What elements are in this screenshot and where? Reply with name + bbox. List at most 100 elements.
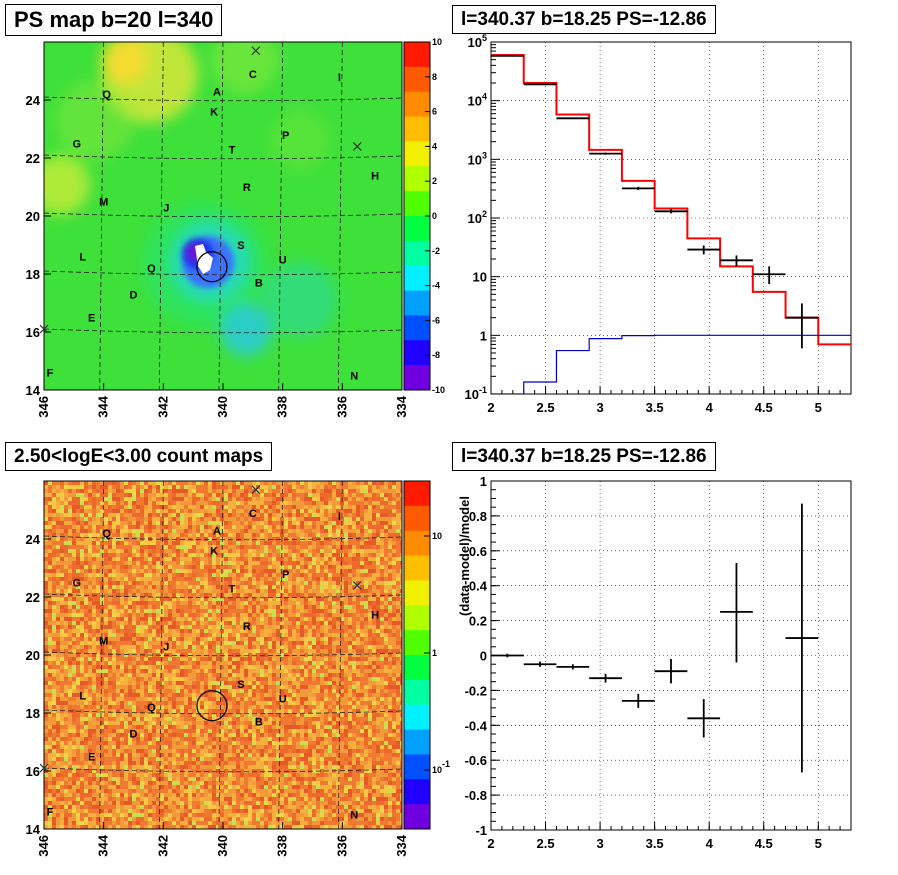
residual-ytick-label-9: 0.8	[469, 509, 487, 524]
count-colorbar-band-6	[404, 630, 430, 656]
residual-xtick-label-3.5: 3.5	[646, 836, 664, 851]
ps-colorbar-label-3: 4	[432, 141, 437, 151]
count-ytick-label-14: 14	[26, 822, 41, 837]
ps-source-F-19: F	[47, 368, 54, 380]
ps-graticule-l-340	[218, 42, 224, 390]
count-cross-marker-0	[251, 485, 261, 495]
ps-colorbar-label-2: 6	[432, 107, 437, 117]
count-map-title: 2.50<logE<3.00 count maps	[5, 442, 273, 471]
count-map-panel: 346 344 342 340 338 336 334 14 16 18 20 22 24 C A Q K I G P…	[26, 480, 450, 857]
count-source-K-3: K	[210, 546, 218, 558]
count-source-M-10: M	[99, 636, 108, 648]
ps-ytick-label-16: 16	[26, 325, 40, 340]
ps-map-panel: 346 344 342 340 338 336 334141618202224CAQKIGP…	[26, 37, 445, 418]
residual-series-layer	[491, 503, 819, 773]
count-source-S-12: S	[237, 679, 244, 691]
ps-source-A-1: A	[213, 86, 221, 98]
count-source-T-7: T	[229, 583, 236, 595]
spectrum-point-7	[720, 255, 753, 267]
count-source-J-11: J	[163, 641, 169, 653]
count-source-N-20: N	[350, 810, 358, 822]
spectrum-ytick-label-4: 103	[468, 150, 487, 167]
ps-source-D-17: D	[130, 289, 138, 301]
count-source-A-1: A	[213, 525, 221, 537]
ps-selected-position-circle	[196, 251, 228, 283]
residual-xtick-label-3: 3	[596, 836, 603, 851]
count-colorbar-label-2: 10-1	[432, 759, 450, 775]
ps-source-U-14: U	[279, 255, 287, 267]
ps-colorbar-label-6: -2	[432, 246, 440, 256]
ps-source-N-20: N	[350, 371, 358, 383]
ps-xtick-label-336: 336	[334, 396, 349, 418]
residual-ytick-label-5: 0	[480, 649, 487, 664]
ps-colorbar-band-3	[404, 116, 430, 142]
ps-xtick-label-342: 342	[155, 396, 170, 418]
ps-graticule-b-18	[44, 270, 402, 276]
count-colorbar-band-7	[404, 655, 430, 681]
count-colorbar-band-4	[404, 580, 430, 606]
ps-ytick-label-18: 18	[26, 267, 40, 282]
ps-colorbar-band-2	[404, 91, 430, 118]
residual-ytick-label-10: 1	[480, 474, 487, 489]
residual-xtick-label-4: 4	[706, 836, 714, 851]
count-source-U-14: U	[279, 694, 287, 706]
ps-graticule-b-16	[44, 328, 402, 334]
ps-graticule-l-338	[278, 42, 284, 390]
ps-source-E-18: E	[88, 313, 95, 325]
ps-source-H-8: H	[371, 170, 379, 182]
residual-ytick-label-7: 0.4	[469, 579, 488, 594]
spectrum-ytick-label-3: 102	[468, 209, 487, 226]
spectrum-point-1	[523, 83, 557, 86]
residual-point-5	[654, 658, 688, 684]
count-colorbar-band-12	[404, 779, 430, 805]
count-colorbar-band-2	[404, 530, 430, 557]
count-source-C-0: C	[249, 508, 257, 520]
spectrum-point-6	[687, 245, 721, 255]
count-cross-marker-2	[39, 763, 49, 773]
ps-colorbar-label-8: -6	[432, 315, 440, 325]
spectrum-ytick-label-0: 10-1	[465, 385, 487, 402]
residual-ytick-label-4: -0.2	[465, 683, 487, 698]
count-colorbar-band-13	[404, 804, 430, 830]
ps-xtick-label-338: 338	[275, 396, 290, 418]
residual-grid	[490, 480, 851, 831]
residual-ytick-label-1: -0.8	[465, 788, 487, 803]
spectrum-ytick-label-5: 104	[468, 92, 487, 109]
ps-map-region-1	[101, 42, 149, 84]
ps-source-M-10: M	[99, 197, 108, 209]
ps-map-region-4	[55, 80, 135, 160]
count-source-H-8: H	[371, 609, 379, 621]
count-graticule-b-16	[44, 767, 402, 773]
count-graticule-b-22	[44, 593, 402, 599]
count-source-R-9: R	[243, 621, 251, 633]
residual-ytick-label-0: -1	[475, 823, 487, 838]
ps-xtick-label-340: 340	[215, 396, 230, 418]
count-graticule-l-340	[218, 481, 224, 829]
count-colorbar-band-10	[404, 729, 430, 755]
count-ytick-label-22: 22	[26, 590, 40, 605]
ps-source-R-9: R	[243, 182, 251, 194]
count-colorbar-band-5	[404, 605, 430, 631]
spectrum-point-4	[621, 186, 655, 191]
ps-ytick-label-14: 14	[26, 383, 41, 398]
count-colorbar-band-3	[404, 555, 430, 581]
ps-colorbar-band-13	[404, 365, 430, 391]
count-graticule-l-344	[99, 481, 105, 829]
count-xtick-label-340: 340	[215, 835, 230, 857]
ps-colorbar-band-11	[404, 315, 430, 341]
ps-ytick-label-24: 24	[26, 93, 41, 108]
count-colorbar-frame	[403, 480, 431, 830]
count-source-Q-2: Q	[102, 528, 111, 540]
count-source-I-4: I	[338, 511, 341, 523]
count-graticule-b-20	[44, 651, 402, 657]
count-ytick-label-20: 20	[26, 648, 40, 663]
count-ytick-label-18: 18	[26, 706, 40, 721]
residual-xtick-label-2.5: 2.5	[537, 836, 555, 851]
count-graticule-b-24	[44, 535, 402, 541]
spectrum-xtick-label-2: 2	[487, 400, 494, 415]
count-xtick-label-334: 334	[394, 834, 409, 856]
spectrum-point-9	[785, 303, 819, 349]
count-source-P-6: P	[282, 569, 289, 581]
residual-point-3	[589, 673, 622, 683]
spectrum-point-8	[752, 266, 786, 284]
